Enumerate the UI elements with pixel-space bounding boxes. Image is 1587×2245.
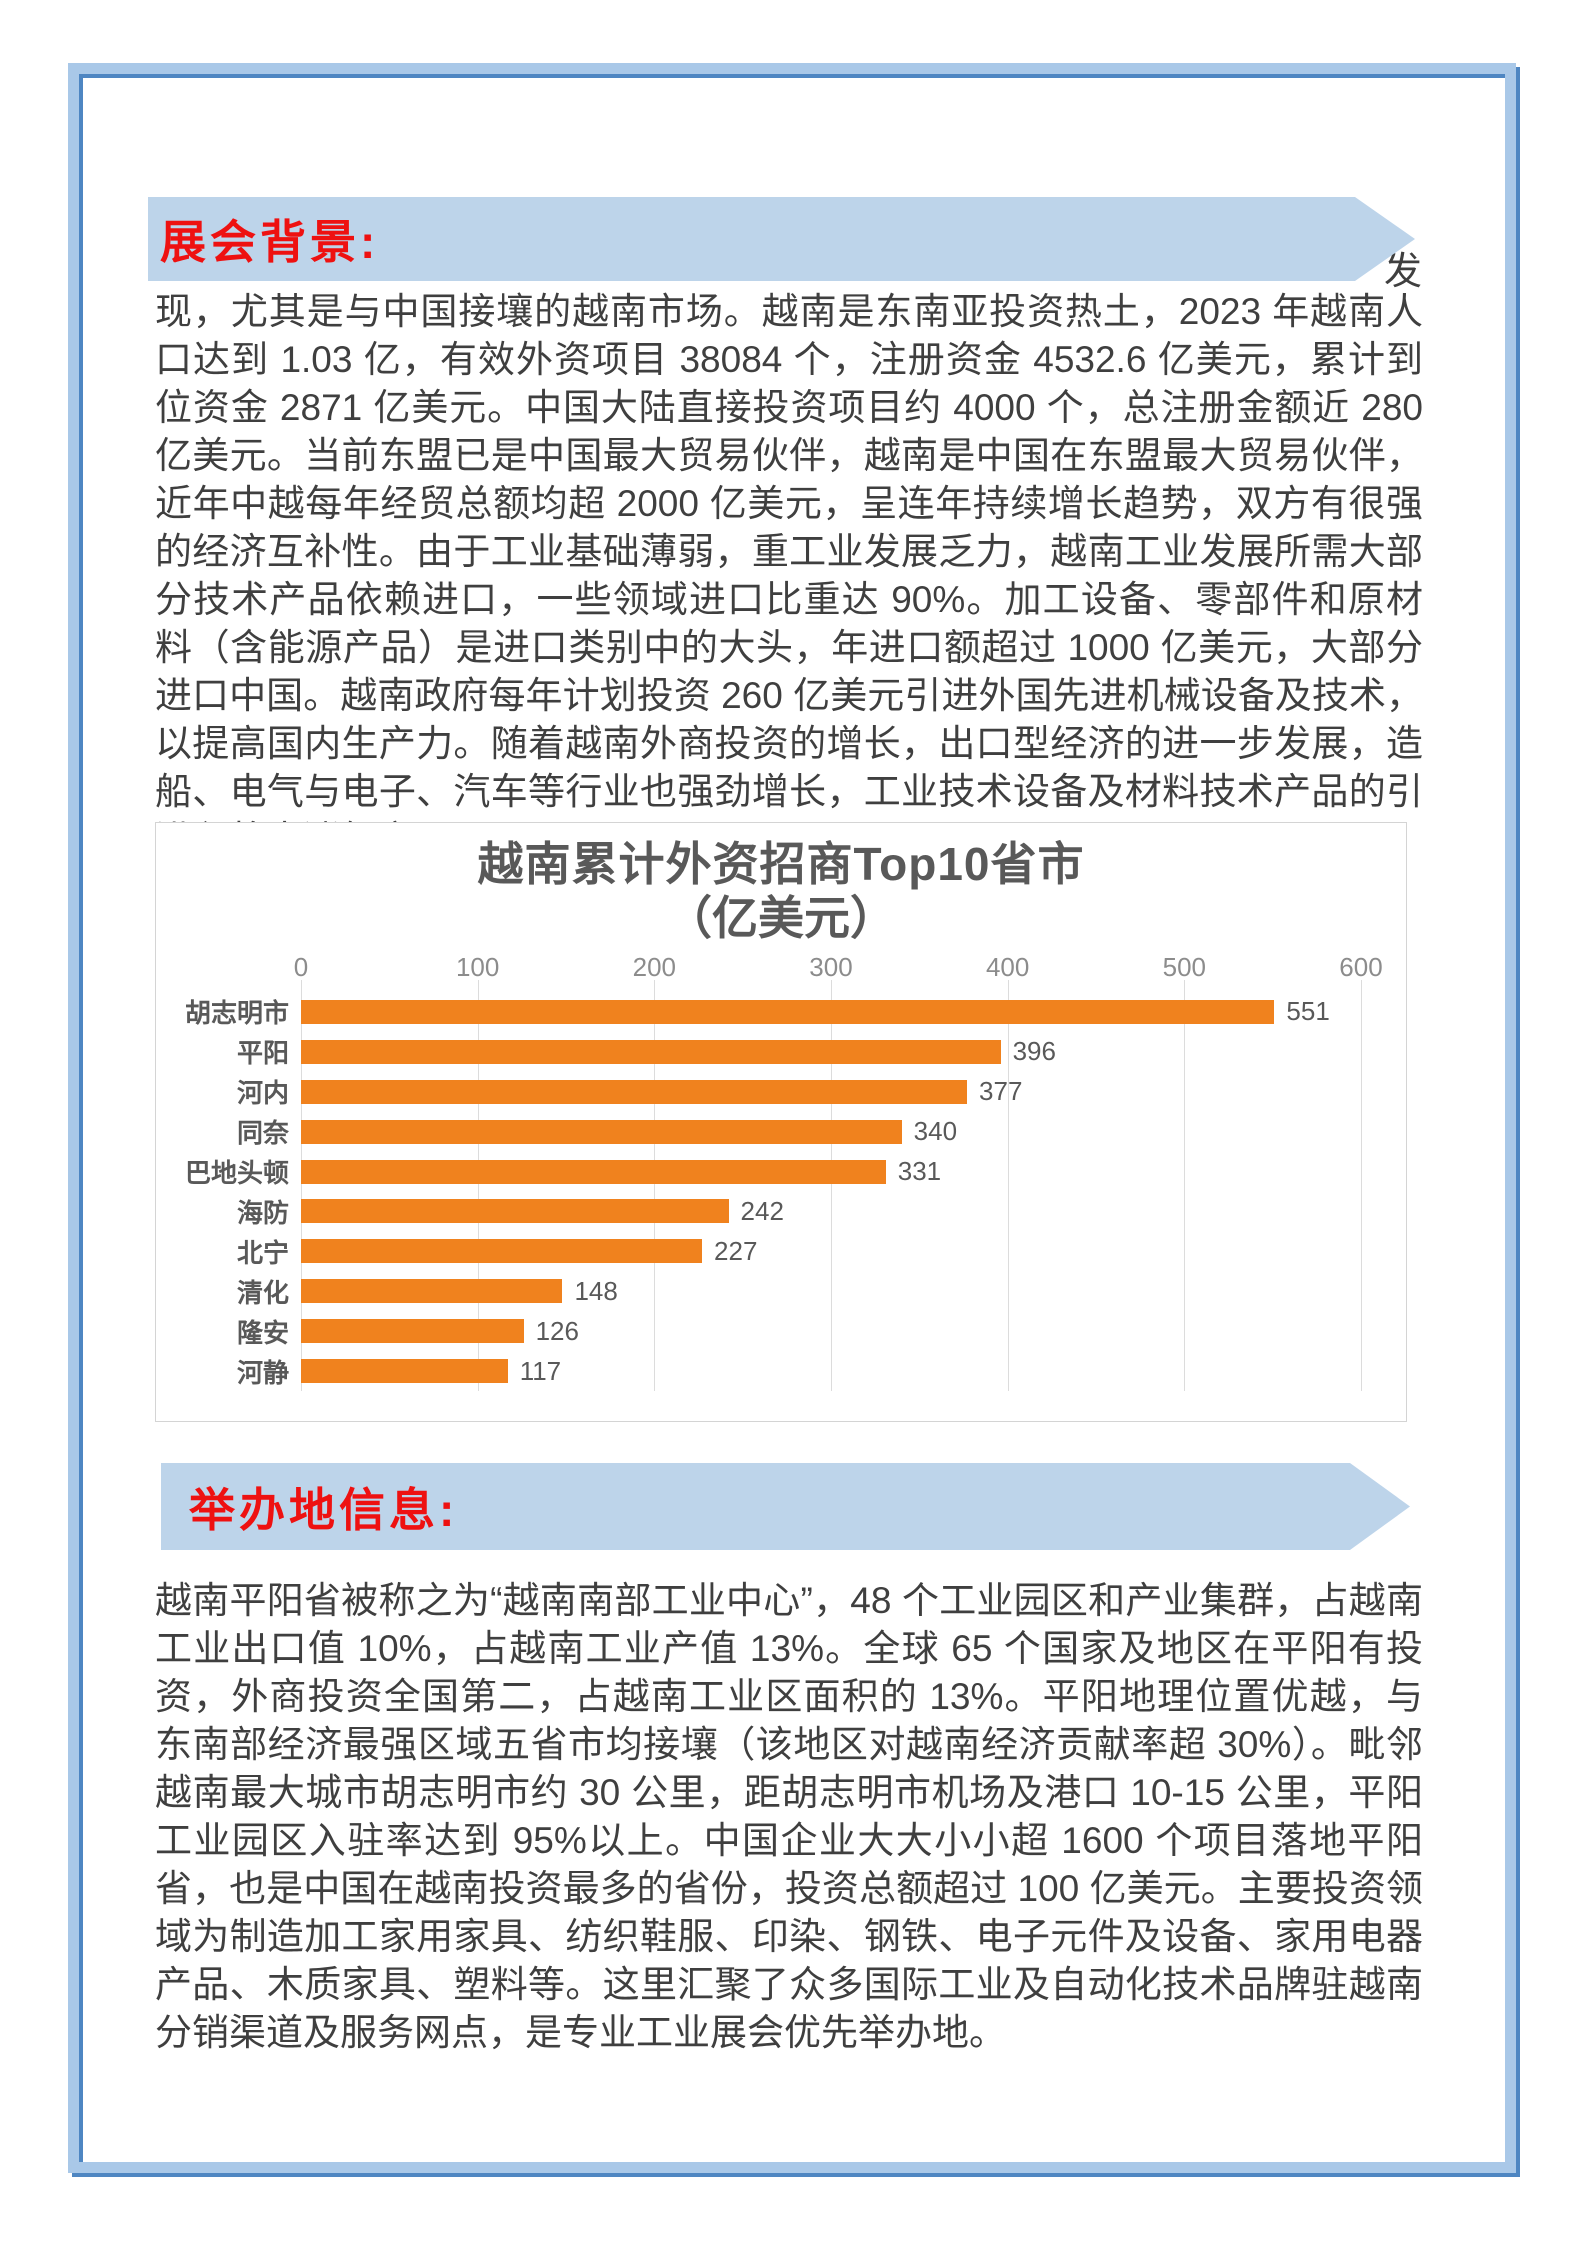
- chart-bar: [301, 999, 1275, 1024]
- chart-value-label: 242: [740, 1195, 784, 1226]
- chart-value-label: 126: [535, 1315, 579, 1346]
- chart-gridline: [477, 980, 479, 1391]
- chart-category-label: 河内: [236, 1078, 289, 1109]
- chart-category-label: 同奈: [236, 1118, 289, 1149]
- chart-subtitle: （亿美元）: [666, 892, 896, 944]
- chart-gridline: [301, 980, 302, 1391]
- section-banner-background-label: 展会背景:: [160, 216, 380, 268]
- section-banner-venue-label: 举办地信息:: [189, 1483, 459, 1536]
- page-border-frame: [68, 63, 1516, 2173]
- chart-bar-row: 海防 242: [237, 1192, 1361, 1232]
- chart-category-label: 隆安: [236, 1317, 289, 1348]
- chart-bar: [301, 1199, 729, 1224]
- chart-bar: [301, 1359, 508, 1384]
- chart-bar-row: 同奈 340: [237, 1112, 1361, 1152]
- chart-category-label: 巴地头顿: [184, 1158, 289, 1189]
- chart-bar: [301, 1039, 1001, 1064]
- chart-x-axis: 0 100 200 300 400 500 600: [294, 952, 1383, 982]
- chart-x-tick-label: 0: [293, 952, 309, 982]
- chart-bar: [301, 1119, 902, 1144]
- chart-value-label: 117: [519, 1355, 562, 1386]
- chart-x-tick-label: 300: [809, 952, 853, 982]
- chart-bar-row: 胡志明市 551: [185, 992, 1361, 1032]
- chart-category-label: 胡志明市: [184, 998, 289, 1029]
- chart-gridline: [1361, 980, 1362, 1391]
- chart-gridline: [1184, 980, 1186, 1391]
- chart-gridlines: [301, 980, 1362, 1391]
- venue-paragraph: 越南平阳省被称之为“越南南部工业中心”，48 个工业园区和产业集群，占越南工业出…: [155, 1580, 1423, 2053]
- chart-category-label: 清化: [236, 1277, 289, 1308]
- section-banner-venue: 举办地信息:: [161, 1463, 1410, 1550]
- chart-category-label: 河静: [236, 1357, 289, 1388]
- chart-gridline: [1007, 980, 1009, 1391]
- chart-bar: [301, 1159, 886, 1184]
- chart-x-tick-label: 100: [455, 952, 500, 982]
- chart-x-tick-label: 200: [632, 952, 677, 982]
- chart-bar-row: 北宁 227: [237, 1231, 1361, 1271]
- chart-gridline: [831, 980, 832, 1391]
- chart-x-tick-label: 500: [1162, 952, 1207, 982]
- chart-bar-row: 巴地头顿 331: [185, 1152, 1361, 1192]
- chart-value-label: 340: [913, 1116, 958, 1147]
- chart-bar-row: 隆安 126: [237, 1311, 1361, 1351]
- chart-value-label: 331: [897, 1156, 942, 1187]
- chart-bar-row: 平阳 396: [237, 1032, 1361, 1072]
- chart-rows: 胡志明市 551 平阳 396 河内 377 同奈 340 巴地头顿 331 海防 242 北宁 227 清…: [185, 992, 1361, 1391]
- chart-gridline: [654, 980, 656, 1391]
- chart-category-label: 海防: [236, 1197, 289, 1228]
- chart-bar-row: 清化 148: [237, 1271, 1361, 1311]
- chart-category-label: 北宁: [236, 1237, 289, 1268]
- section-banner-background: 展会背景:: [148, 197, 1415, 281]
- chart-bar-row: 河内 377: [237, 1072, 1361, 1112]
- chart-x-tick-label: 400: [985, 952, 1030, 982]
- chart-category-label: 平阳: [236, 1038, 289, 1069]
- background-paragraph: 现，尤其是与中国接壤的越南市场。越南是东南亚投资热土，2023 年越南人口达到 …: [155, 291, 1423, 860]
- chart-value-label: 227: [714, 1235, 758, 1266]
- chart-bar: [301, 1239, 703, 1264]
- chart-bar: [301, 1319, 524, 1344]
- chart-value-label: 551: [1286, 996, 1330, 1027]
- chart-x-tick-label: 600: [1339, 952, 1383, 982]
- chart-plot-area: 0 100 200 300 400 500 600 胡志明市 551 平阳 396 河内 377 同奈 3…: [185, 952, 1383, 1391]
- clipped-text-fragment: 发: [1384, 251, 1423, 293]
- chart-value-label: 377: [979, 1076, 1023, 1107]
- investment-bar-chart: 越南累计外资招商Top10省市 （亿美元） 0 100 200 300 400 500 60…: [155, 822, 1407, 1422]
- chart-bar: [301, 1079, 968, 1104]
- chart-value-label: 148: [574, 1275, 618, 1306]
- chart-value-label: 396: [1012, 1036, 1056, 1067]
- chart-bar: [301, 1279, 563, 1304]
- chart-bar-row: 河静 117: [237, 1351, 1361, 1391]
- chart-title: 越南累计外资招商Top10省市: [477, 838, 1085, 890]
